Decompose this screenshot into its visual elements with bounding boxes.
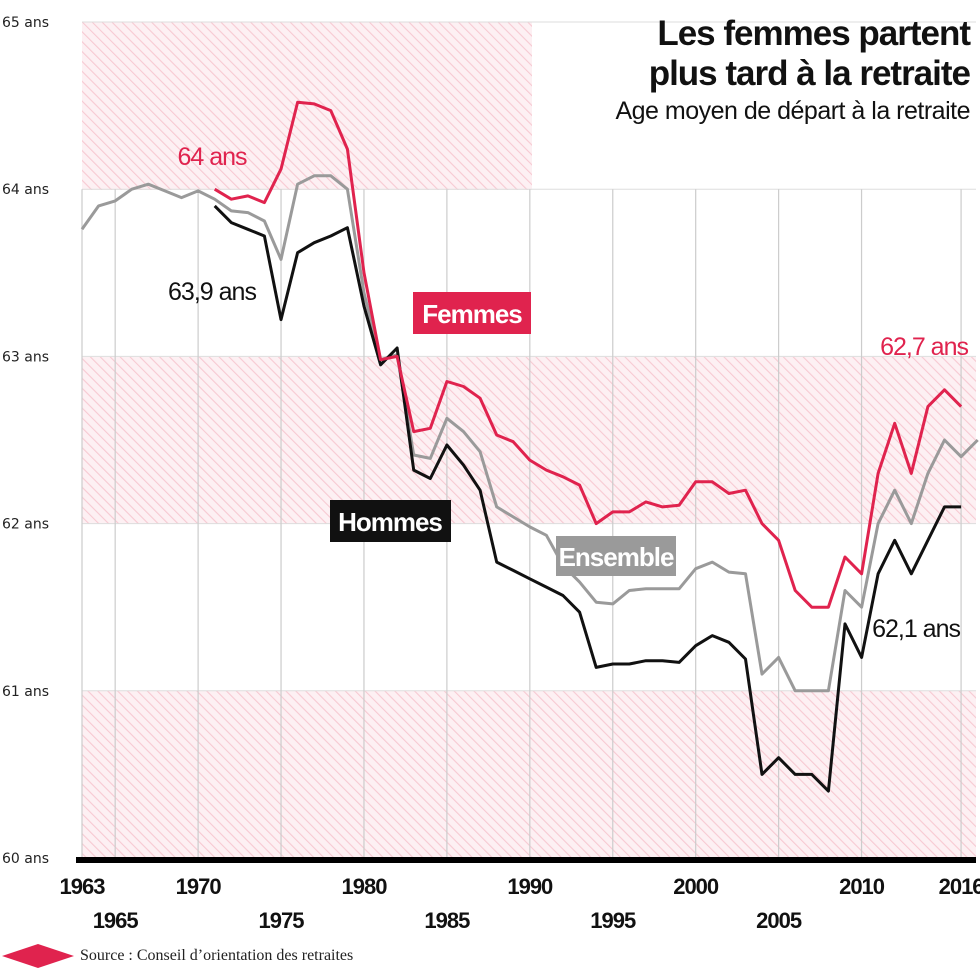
series-labels: Femmes Hommes Ensemble xyxy=(330,292,676,576)
source-text: Source : Conseil d’orientation des retra… xyxy=(80,947,354,964)
x-tick-label-bottom-4: 2005 xyxy=(756,908,802,933)
x-tick-label-top-1: 1970 xyxy=(176,874,222,899)
series-label-box-hommes xyxy=(330,500,451,542)
annotation-hommes-end: 62,1 ans xyxy=(872,615,960,643)
annotation-hommes-start: 63,9 ans xyxy=(168,278,256,306)
x-tick-label-top-2: 1980 xyxy=(341,874,387,899)
x-tick-label-top-5: 2010 xyxy=(839,874,885,899)
title-block: Les femmes partent plus tard à la retrai… xyxy=(615,14,971,126)
series-lines xyxy=(80,100,979,793)
source-diamond-icon xyxy=(2,944,74,968)
x-axis-tick-labels: 1963 1970 1980 1990 2000 2010 2016 1965 1975 1985… xyxy=(60,874,980,933)
series-label-hommes: Hommes xyxy=(338,507,442,537)
gridlines xyxy=(81,21,976,858)
chart-title-line1: Les femmes partent xyxy=(657,14,971,53)
chart-subtitle: Age moyen de départ à la retraite xyxy=(615,97,970,125)
y-tick-label-1: 61 ans xyxy=(2,684,49,700)
series-line-ensemble xyxy=(80,174,979,693)
y-tick-label-2: 62 ans xyxy=(2,517,49,533)
series-line-femmes xyxy=(213,100,963,609)
x-tick-label-top-6: 2016 xyxy=(939,874,980,899)
x-tick-label-bottom-0: 1965 xyxy=(93,908,139,933)
source-note: Source : Conseil d’orientation des retra… xyxy=(0,942,353,970)
y-tick-label-3: 63 ans xyxy=(2,349,49,365)
band-62-63 xyxy=(82,357,976,524)
y-tick-label-4: 64 ans xyxy=(2,182,49,198)
x-tick-label-top-0: 1963 xyxy=(60,874,106,899)
series-label-ensemble: Ensemble xyxy=(559,542,674,572)
x-tick-label-bottom-1: 1975 xyxy=(259,908,305,933)
band-64-65-partial xyxy=(82,22,532,190)
series-label-femmes: Femmes xyxy=(422,299,522,329)
x-tick-label-bottom-2: 1985 xyxy=(424,908,470,933)
x-tick-label-top-3: 1990 xyxy=(507,874,553,899)
annotation-femmes-start: 64 ans xyxy=(177,143,247,171)
chart-area: 60 ans 61 ans 62 ans 63 ans 64 ans 65 ans 196… xyxy=(2,15,980,933)
series-label-box-ensemble xyxy=(556,536,676,576)
chart-title-line2: plus tard à la retraite xyxy=(648,54,971,93)
y-tick-label-0: 60 ans xyxy=(2,851,49,867)
series-line-hommes xyxy=(213,204,962,793)
band-60-61 xyxy=(82,691,976,858)
x-tick-label-top-4: 2000 xyxy=(673,874,719,899)
annotation-femmes-end: 62,7 ans xyxy=(880,333,968,361)
y-axis-tick-labels: 60 ans 61 ans 62 ans 63 ans 64 ans 65 ans xyxy=(2,15,49,867)
series-label-box-femmes xyxy=(413,292,531,334)
hatched-bands xyxy=(82,22,976,858)
x-tick-label-bottom-3: 1995 xyxy=(590,908,636,933)
value-annotations: 64 ans 63,9 ans 62,7 ans 62,1 ans xyxy=(168,143,969,643)
y-tick-label-5: 65 ans xyxy=(2,15,49,31)
